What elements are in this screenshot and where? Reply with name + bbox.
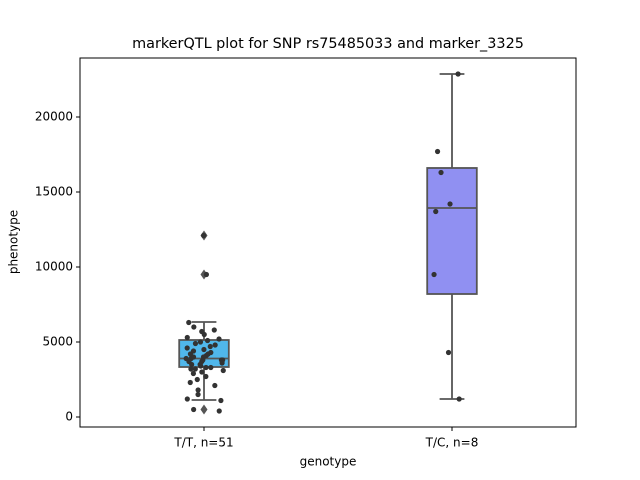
strip-point <box>201 346 207 353</box>
strip-point <box>203 364 209 371</box>
y-axis-label: phenotype <box>7 210 21 274</box>
plot-area <box>80 58 576 427</box>
axes-frame <box>79 57 577 428</box>
flier <box>200 404 208 415</box>
x-tick-label: T/C, n=8 <box>425 436 479 450</box>
strip-point <box>205 351 211 357</box>
strip-point <box>201 232 207 239</box>
y-tick-label: 10000 <box>35 259 73 273</box>
strip-point <box>212 342 218 348</box>
strip-point <box>438 169 444 176</box>
strip-point <box>201 331 207 338</box>
strip-point <box>184 345 190 351</box>
strip-point <box>208 364 214 371</box>
y-tick-label: 20000 <box>35 109 73 123</box>
strip-point <box>200 357 206 363</box>
y-tick-label: 15000 <box>35 184 73 198</box>
strip-point <box>191 406 197 413</box>
strip-point <box>190 354 197 360</box>
strip-point <box>186 319 192 326</box>
strip-point <box>188 366 194 372</box>
strip-point <box>207 343 213 350</box>
strip-point <box>212 382 218 389</box>
strip-point <box>447 201 453 207</box>
strip-point <box>455 71 461 77</box>
strip-point <box>195 391 201 398</box>
strip-point <box>219 360 225 366</box>
strip-point <box>204 337 211 344</box>
x-tick-label: T/T, n=51 <box>173 436 233 450</box>
strip-point <box>203 271 210 278</box>
strip-point <box>445 349 452 356</box>
strip-point <box>190 370 196 377</box>
chart-title: markerQTL plot for SNP rs75485033 and ma… <box>132 36 524 52</box>
strip-point <box>192 340 199 347</box>
strip-point <box>433 208 439 215</box>
strip-point <box>191 324 197 330</box>
strip-point <box>184 334 190 341</box>
y-tick-label: 0 <box>65 409 73 423</box>
strip-point <box>184 396 190 402</box>
strip-point <box>218 397 224 404</box>
strip-point <box>434 148 441 155</box>
strip-point <box>189 361 195 368</box>
strip-point <box>431 271 437 278</box>
strip-point <box>197 339 204 345</box>
strip-point <box>456 396 462 402</box>
x-axis-label: genotype <box>300 455 357 469</box>
strip-point <box>192 366 198 372</box>
strip-point <box>197 361 203 368</box>
y-tick-label: 5000 <box>42 334 73 348</box>
strip-point <box>211 327 217 333</box>
strip-point <box>216 408 222 414</box>
strip-point <box>203 373 209 380</box>
strip-point <box>195 387 201 393</box>
strip-point <box>199 369 205 375</box>
strip-point <box>220 367 226 374</box>
strip-point <box>187 379 193 386</box>
strip-point <box>216 336 222 342</box>
strip-point <box>194 376 200 383</box>
